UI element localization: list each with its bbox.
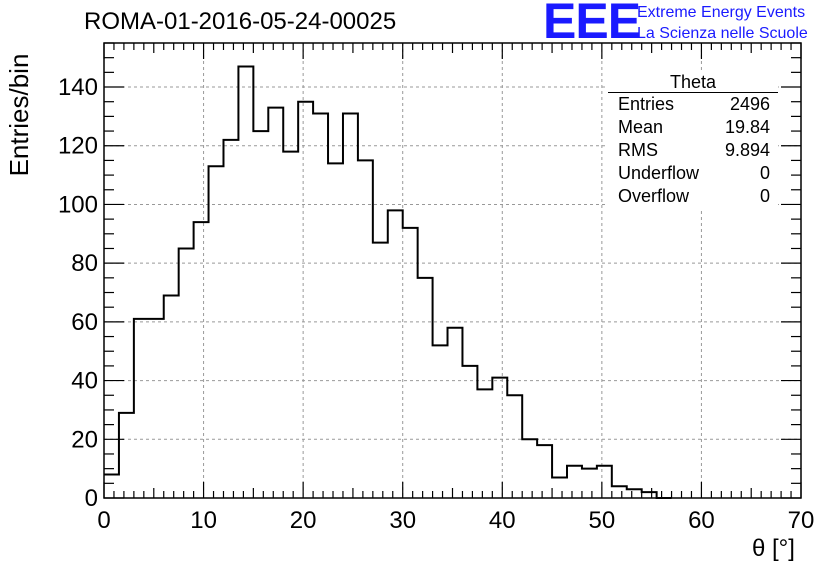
histogram-bin (298, 102, 313, 498)
histogram-bin (582, 469, 597, 498)
histogram-bin (268, 108, 283, 498)
y-axis-label: Entries/bin (4, 53, 34, 177)
histogram-bin (492, 378, 507, 498)
histogram-bin (283, 152, 298, 498)
histogram-bin (522, 439, 537, 498)
histogram-bin (612, 486, 627, 498)
y-tick-label: 40 (71, 368, 98, 395)
histogram-bin (537, 445, 552, 498)
stats-row-entries: Entries 2496 (608, 93, 778, 116)
x-tick-label: 0 (97, 507, 110, 534)
histogram-bin (104, 475, 119, 498)
logo-line-1: Extreme Energy Events (637, 4, 806, 21)
histogram-bin (134, 319, 149, 498)
histogram-bin (403, 228, 418, 498)
histogram-bin (418, 278, 433, 498)
histogram-bin (164, 295, 179, 498)
stats-row-rms: RMS 9.894 (608, 139, 778, 162)
chart-title: ROMA-01-2016-05-24-00025 (84, 8, 397, 35)
logo-line-2: La Scienza nelle Scuole (637, 25, 808, 42)
stats-box: Theta Entries 2496 Mean 19.84 RMS 9.894 … (608, 72, 778, 208)
x-tick-label: 50 (589, 507, 616, 534)
stats-value: 0 (759, 186, 770, 206)
histogram-bin (119, 413, 134, 498)
histogram-bin (343, 113, 358, 498)
stats-label: Underflow (618, 163, 700, 183)
histogram-bin (567, 466, 582, 498)
x-tick-label: 70 (788, 507, 815, 534)
y-tick-label: 120 (58, 133, 98, 160)
histogram-bin (358, 160, 373, 498)
histogram-bin (373, 243, 388, 498)
x-axis-label: θ [°] (752, 535, 795, 562)
histogram-bin (238, 66, 253, 498)
stats-label: RMS (618, 140, 658, 160)
stats-label: Mean (618, 117, 664, 137)
histogram-bin (433, 345, 448, 498)
histogram-bin (149, 319, 164, 498)
histogram-bin (477, 389, 492, 498)
histogram-bin (507, 395, 522, 498)
histogram-bin (179, 248, 194, 498)
histogram-bin (388, 210, 403, 498)
histogram-bin (552, 477, 567, 498)
stats-value: 2496 (729, 94, 770, 114)
stats-row-underflow: Underflow 0 (608, 162, 778, 185)
x-tick-label: 60 (688, 507, 715, 534)
histogram-bin (462, 366, 477, 498)
stats-label: Overflow (618, 186, 690, 206)
stats-value: 19.84 (724, 117, 770, 137)
y-tick-label: 60 (71, 309, 98, 336)
y-tick-label: 0 (85, 485, 98, 512)
x-tick-label: 40 (489, 507, 516, 534)
histogram-bin (597, 466, 612, 498)
histogram-bin (313, 113, 328, 498)
histogram-bin (328, 163, 343, 498)
y-tick-label: 140 (58, 74, 98, 101)
eee-logo: EEE (543, 0, 641, 49)
histogram-bin (209, 166, 224, 498)
histogram-bin (194, 222, 209, 498)
y-tick-label: 20 (71, 426, 98, 453)
histogram-bin (627, 489, 642, 498)
x-tick-label: 10 (190, 507, 217, 534)
stats-value: 9.894 (724, 140, 770, 160)
histogram-bin (253, 131, 268, 498)
stats-label: Entries (618, 94, 675, 114)
plot-frame (103, 42, 802, 499)
y-tick-label: 100 (58, 191, 98, 218)
stats-value: 0 (759, 163, 770, 183)
stats-row-overflow: Overflow 0 (608, 185, 778, 208)
histogram-bin (223, 140, 238, 498)
x-tick-label: 20 (290, 507, 317, 534)
tick-labels: 0 10 20 30 40 50 60 70 0 20 40 60 80 100 120 140 (58, 74, 814, 534)
histogram-outline (104, 65, 672, 499)
histogram-bins (104, 65, 672, 499)
x-tick-label: 30 (389, 507, 416, 534)
stats-row-mean: Mean 19.84 (608, 116, 778, 139)
stats-title: Theta (608, 72, 778, 93)
histogram-bin (448, 328, 463, 498)
grid-lines (104, 43, 801, 498)
y-tick-label: 80 (71, 250, 98, 277)
